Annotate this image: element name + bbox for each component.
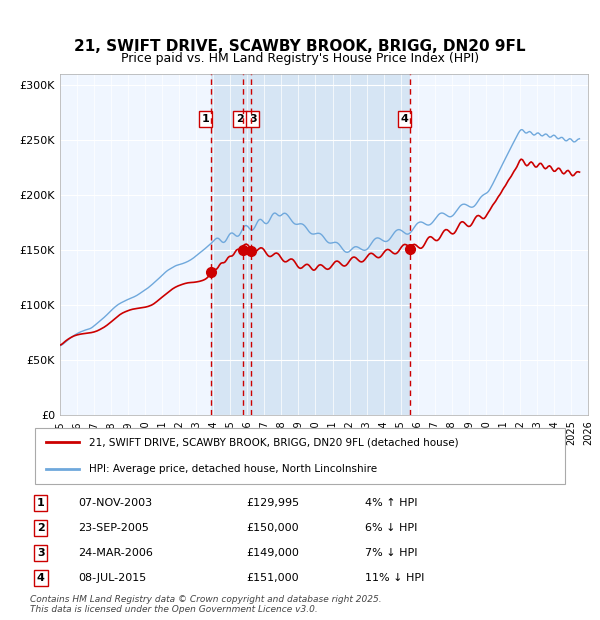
FancyBboxPatch shape (35, 428, 565, 484)
Text: 07-NOV-2003: 07-NOV-2003 (79, 498, 153, 508)
Text: 7% ↓ HPI: 7% ↓ HPI (365, 548, 418, 558)
Text: 2: 2 (236, 113, 244, 124)
Text: 21, SWIFT DRIVE, SCAWBY BROOK, BRIGG, DN20 9FL: 21, SWIFT DRIVE, SCAWBY BROOK, BRIGG, DN… (74, 39, 526, 54)
Bar (211, 74, 410, 415)
Text: 1: 1 (37, 498, 44, 508)
Text: 4: 4 (37, 573, 45, 583)
Text: 11% ↓ HPI: 11% ↓ HPI (365, 573, 424, 583)
Text: 21, SWIFT DRIVE, SCAWBY BROOK, BRIGG, DN20 9FL (detached house): 21, SWIFT DRIVE, SCAWBY BROOK, BRIGG, DN… (89, 437, 459, 447)
Text: 3: 3 (37, 548, 44, 558)
Text: £150,000: £150,000 (246, 523, 299, 533)
Text: 24-MAR-2006: 24-MAR-2006 (79, 548, 154, 558)
Text: 08-JUL-2015: 08-JUL-2015 (79, 573, 147, 583)
Text: 4: 4 (400, 113, 409, 124)
Text: 6% ↓ HPI: 6% ↓ HPI (365, 523, 417, 533)
Text: 23-SEP-2005: 23-SEP-2005 (79, 523, 149, 533)
Text: 3: 3 (249, 113, 257, 124)
Text: HPI: Average price, detached house, North Lincolnshire: HPI: Average price, detached house, Nort… (89, 464, 377, 474)
Text: Price paid vs. HM Land Registry's House Price Index (HPI): Price paid vs. HM Land Registry's House … (121, 53, 479, 65)
Text: £149,000: £149,000 (246, 548, 299, 558)
Text: 4% ↑ HPI: 4% ↑ HPI (365, 498, 418, 508)
Text: £151,000: £151,000 (246, 573, 299, 583)
Text: £129,995: £129,995 (246, 498, 299, 508)
Text: 1: 1 (202, 113, 209, 124)
Text: Contains HM Land Registry data © Crown copyright and database right 2025.
This d: Contains HM Land Registry data © Crown c… (30, 595, 382, 614)
Text: 2: 2 (37, 523, 44, 533)
